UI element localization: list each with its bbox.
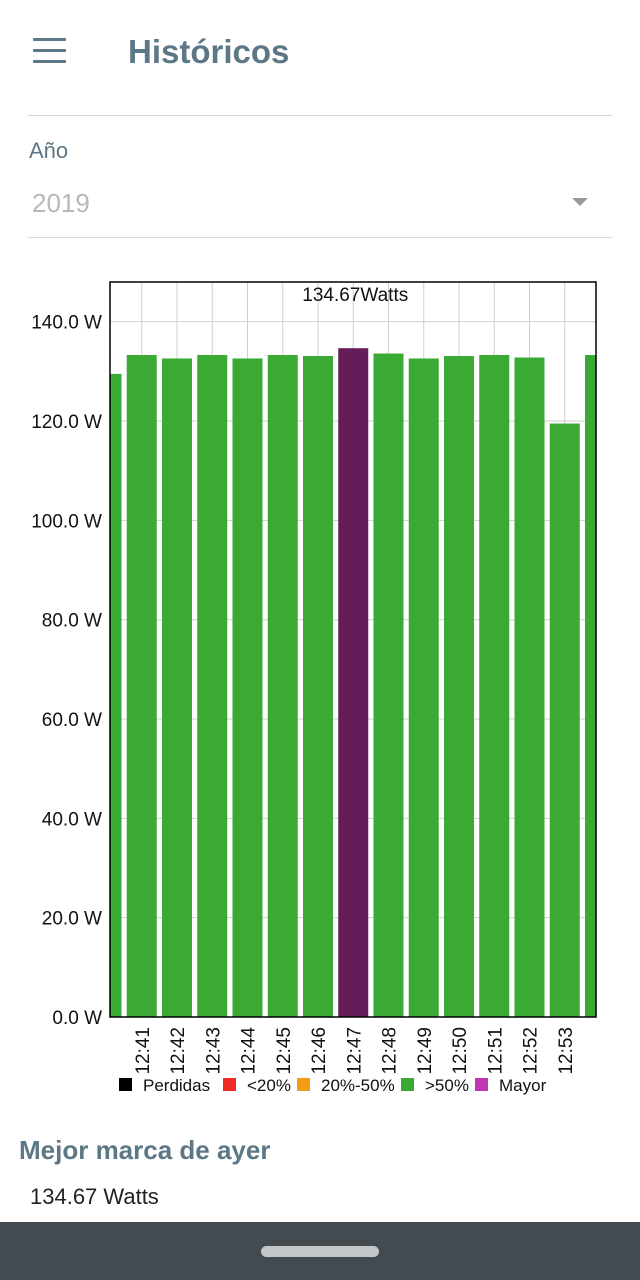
bar[interactable] xyxy=(197,355,228,1017)
x-tick-label: 12:43 xyxy=(203,1027,224,1075)
y-tick-label: 120.0 W xyxy=(31,412,102,433)
x-tick-label: 12:42 xyxy=(168,1027,189,1075)
bar[interactable] xyxy=(92,373,122,1017)
hamburger-icon-line xyxy=(33,60,66,63)
y-tick-label: 140.0 W xyxy=(31,313,102,334)
bar[interactable] xyxy=(303,355,333,1017)
legend-label: Mayor xyxy=(499,1076,547,1095)
x-tick-label: 12:41 xyxy=(133,1027,154,1075)
menu-button[interactable] xyxy=(24,26,76,74)
year-dropdown-underline xyxy=(28,237,612,238)
y-tick-label: 40.0 W xyxy=(42,809,102,830)
x-tick-label: 12:49 xyxy=(415,1027,436,1075)
legend-label: 20%-50% xyxy=(321,1076,395,1095)
highlight-value-label: 134.67Watts xyxy=(302,285,408,306)
bar[interactable] xyxy=(549,423,580,1017)
x-tick-label: 12:46 xyxy=(309,1027,330,1075)
x-tick-label: 12:45 xyxy=(274,1027,295,1075)
bar[interactable] xyxy=(162,358,192,1017)
bar-highlight[interactable] xyxy=(338,348,369,1017)
legend-label: Perdidas xyxy=(143,1076,210,1095)
y-tick-label: 0.0 W xyxy=(52,1008,102,1029)
legend-swatch xyxy=(119,1078,132,1091)
y-tick-label: 100.0 W xyxy=(31,511,102,532)
x-tick-label: 12:51 xyxy=(485,1027,506,1075)
best-mark-title: Mejor marca de ayer xyxy=(19,1135,271,1165)
bar[interactable] xyxy=(408,358,439,1017)
legend-swatch xyxy=(475,1078,488,1091)
bar[interactable] xyxy=(444,355,474,1017)
y-tick-label: 20.0 W xyxy=(42,909,102,930)
bar[interactable] xyxy=(232,358,263,1017)
y-tick-label: 60.0 W xyxy=(42,710,102,731)
power-bar-chart[interactable]: 0.0 W 20.0 W 40.0 W 60.0 W 80.0 W 100.0 W 120.… xyxy=(0,260,640,1120)
hamburger-icon-line xyxy=(33,38,66,41)
best-mark-value: 134.67 Watts xyxy=(30,1184,159,1209)
legend-swatch xyxy=(223,1078,236,1091)
bar[interactable] xyxy=(373,353,404,1017)
bar[interactable] xyxy=(267,355,298,1017)
year-selected-value: 2019 xyxy=(32,188,90,218)
legend-label: >50% xyxy=(425,1076,469,1095)
x-tick-label: 12:44 xyxy=(239,1027,260,1075)
hamburger-icon-line xyxy=(33,49,66,52)
legend-swatch xyxy=(401,1078,414,1091)
year-label: Año xyxy=(29,138,69,163)
legend-label: <20% xyxy=(247,1076,291,1095)
bar[interactable] xyxy=(585,355,615,1017)
year-dropdown[interactable]: 2019 xyxy=(28,178,612,230)
chevron-down-icon xyxy=(572,198,588,206)
legend-swatch xyxy=(297,1078,310,1091)
bar[interactable] xyxy=(514,357,545,1017)
x-tick-label: 12:47 xyxy=(344,1027,365,1075)
header-divider xyxy=(28,115,612,116)
x-tick-label: 12:53 xyxy=(556,1027,577,1075)
plot-frame xyxy=(109,281,597,1018)
bar[interactable] xyxy=(126,355,157,1017)
y-tick-label: 80.0 W xyxy=(42,611,102,632)
page-title: Históricos xyxy=(128,33,290,70)
x-tick-label: 12:52 xyxy=(521,1027,542,1075)
home-gesture-handle[interactable] xyxy=(261,1246,379,1257)
system-navigation-bar xyxy=(0,1222,640,1280)
bar[interactable] xyxy=(479,355,510,1017)
x-tick-label: 12:50 xyxy=(450,1027,471,1075)
x-tick-label: 12:48 xyxy=(380,1027,401,1075)
